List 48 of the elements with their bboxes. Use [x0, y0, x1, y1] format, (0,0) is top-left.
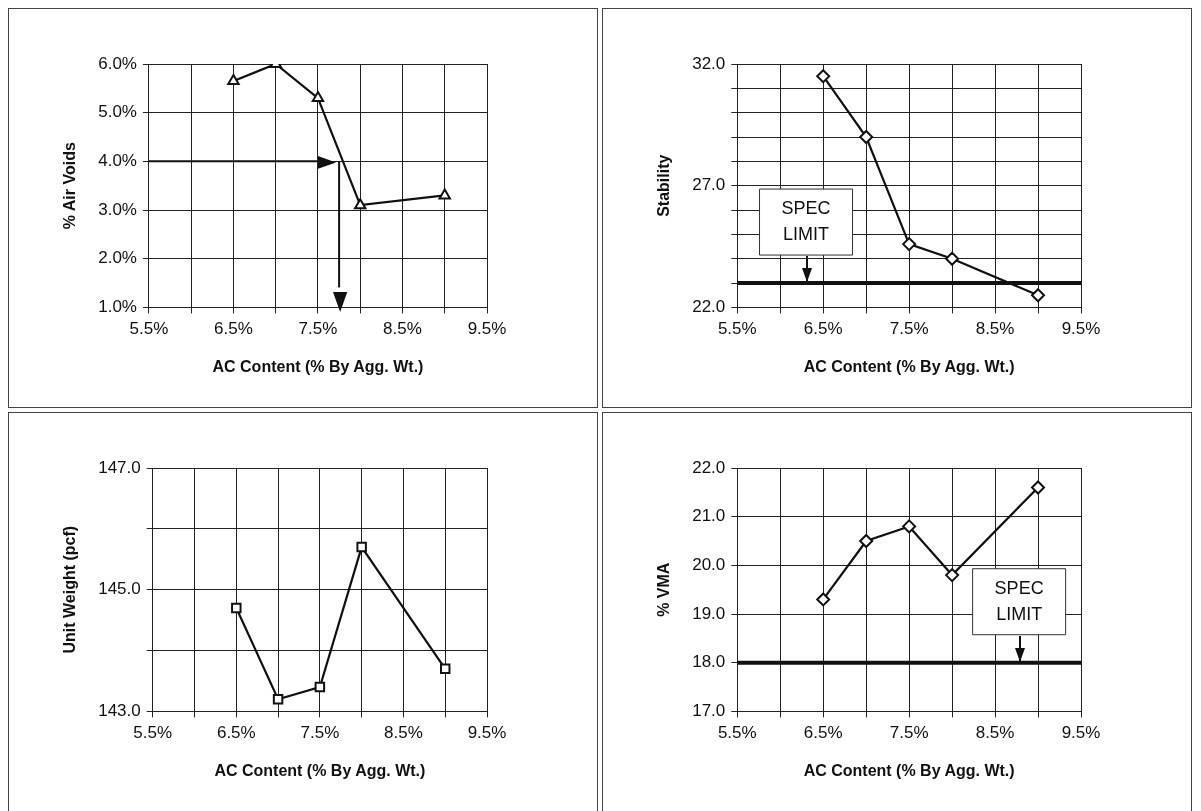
- y-tick-label: 1.0%: [98, 297, 137, 317]
- y-tick-label: 3.0%: [98, 199, 137, 219]
- x-tick-label: 9.5%: [1061, 723, 1101, 743]
- x-tick-label: 8.5%: [975, 723, 1015, 743]
- y-tick-label: 19.0: [692, 603, 726, 623]
- x-tick-label: 7.5%: [300, 723, 340, 743]
- y-tick-label: 21.0: [692, 506, 726, 526]
- x-tick-label: 9.5%: [467, 723, 507, 743]
- x-tick-label: 7.5%: [889, 723, 929, 743]
- x-tick-label: 7.5%: [298, 319, 338, 339]
- y-tick-label: 22.0: [692, 297, 726, 317]
- x-tick-label: 8.5%: [975, 319, 1015, 339]
- x-tick-label: 5.5%: [717, 723, 757, 743]
- y-tick-label: 17.0: [692, 701, 726, 721]
- y-tick-label: 143.0: [98, 701, 141, 721]
- x-tick-label: 5.5%: [717, 319, 757, 339]
- y-tick-label: 4.0%: [98, 151, 137, 171]
- y-axis-title: % VMA: [655, 562, 673, 617]
- x-tick-label: 6.5%: [214, 319, 253, 339]
- x-tick-label: 7.5%: [889, 319, 929, 339]
- y-tick-label: 145.0: [98, 579, 141, 599]
- y-axis-title: % Air Voids: [61, 142, 79, 230]
- x-tick-label: 8.5%: [384, 723, 423, 743]
- x-axis-title: AC Content (% By Agg. Wt.): [803, 357, 1015, 375]
- ref-line-label: SPEC LIMIT: [994, 577, 1044, 624]
- ref-line-label: SPEC LIMIT: [781, 198, 831, 245]
- x-tick-label: 8.5%: [383, 319, 422, 339]
- y-tick-label: 5.0%: [98, 102, 137, 122]
- y-tick-label: 22.0: [692, 457, 726, 477]
- x-axis-title: AC Content (% By Agg. Wt.): [214, 761, 426, 779]
- y-axis-title: Stability: [655, 154, 673, 217]
- x-tick-label: 6.5%: [216, 723, 256, 743]
- y-tick-label: 147.0: [98, 457, 141, 477]
- x-tick-label: 9.5%: [1061, 319, 1101, 339]
- y-tick-label: 20.0: [692, 555, 726, 575]
- x-tick-label: 6.5%: [803, 319, 843, 339]
- y-tick-label: 18.0: [692, 652, 726, 672]
- x-tick-label: 6.5%: [803, 723, 843, 743]
- x-axis-title: AC Content (% By Agg. Wt.): [803, 761, 1015, 779]
- y-tick-label: 27.0: [692, 175, 726, 195]
- y-tick-label: 2.0%: [98, 248, 137, 268]
- x-tick-label: 5.5%: [133, 723, 173, 743]
- x-tick-label: 5.5%: [129, 319, 169, 339]
- x-axis-title: AC Content (% By Agg. Wt.): [212, 357, 424, 375]
- y-axis-title: Unit Weight (pcf): [61, 525, 79, 654]
- y-tick-label: 32.0: [692, 53, 726, 73]
- y-tick-label: 6.0%: [98, 53, 137, 73]
- x-tick-label: 9.5%: [467, 319, 507, 339]
